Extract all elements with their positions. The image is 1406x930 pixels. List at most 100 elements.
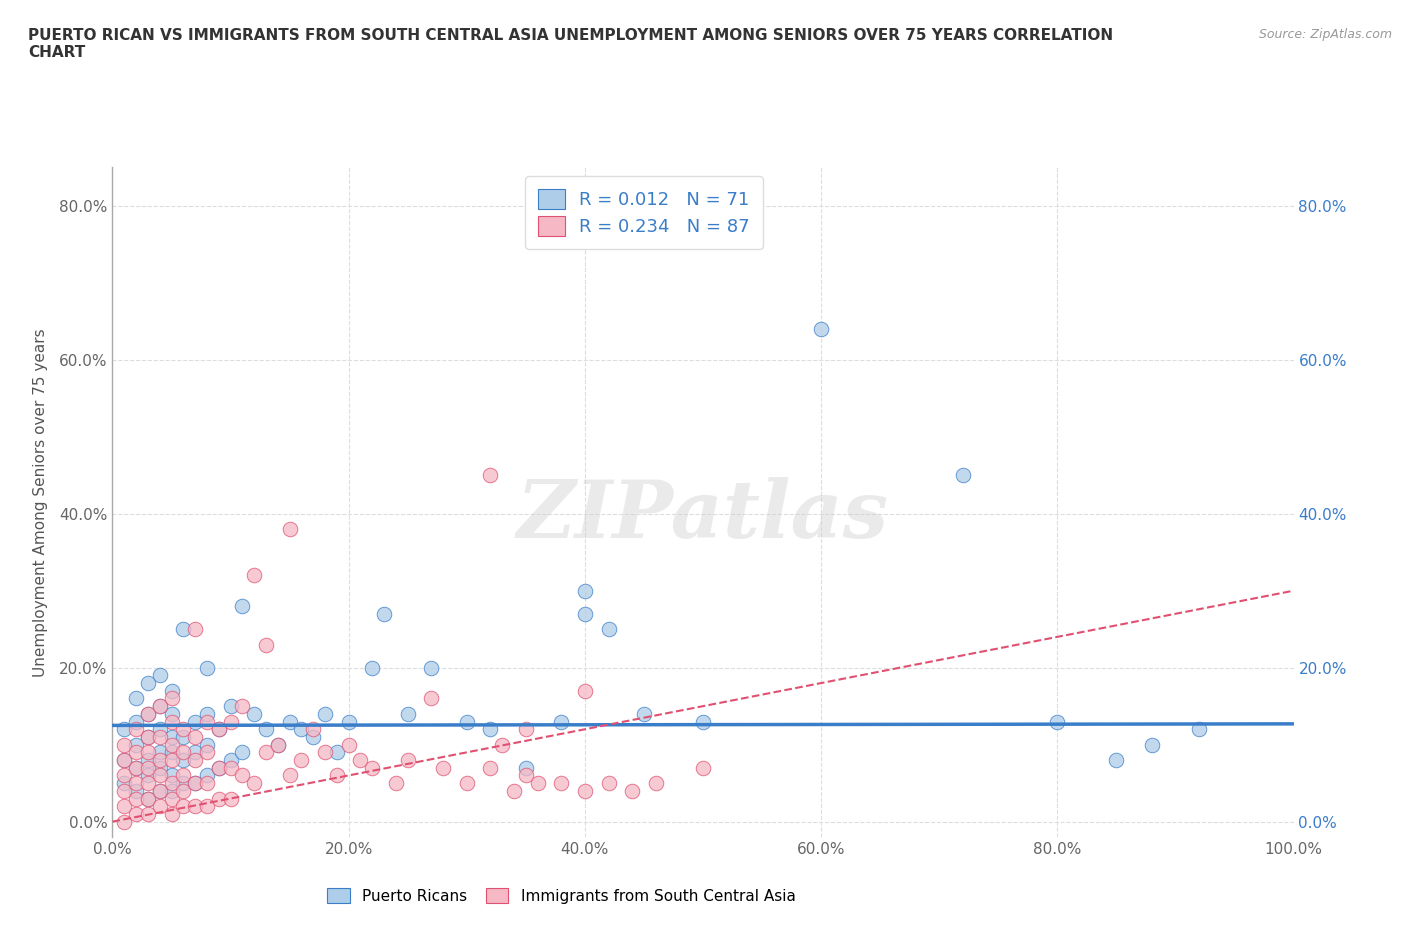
Point [112, 768, 135, 783]
Point [112, 783, 135, 798]
Point [396, 707, 419, 722]
Point [184, 729, 207, 744]
Point [112, 799, 135, 814]
Point [136, 675, 159, 690]
Y-axis label: Unemployment Among Seniors over 75 years: Unemployment Among Seniors over 75 years [32, 328, 48, 676]
Point [243, 707, 266, 722]
Point [125, 806, 148, 821]
Point [160, 684, 183, 698]
Point [361, 660, 384, 675]
Point [810, 322, 832, 337]
Point [160, 707, 183, 722]
Point [337, 737, 360, 752]
Point [337, 714, 360, 729]
Point [373, 606, 395, 621]
Point [149, 729, 172, 744]
Point [160, 745, 183, 760]
Point [125, 761, 148, 776]
Point [598, 622, 620, 637]
Point [574, 783, 596, 798]
Point [160, 776, 183, 790]
Point [172, 729, 194, 744]
Point [136, 752, 159, 767]
Point [349, 752, 371, 767]
Point [361, 761, 384, 776]
Point [149, 752, 172, 767]
Point [136, 791, 159, 806]
Point [621, 783, 644, 798]
Point [243, 568, 266, 583]
Point [243, 776, 266, 790]
Point [219, 714, 242, 729]
Point [136, 707, 159, 722]
Point [136, 707, 159, 722]
Point [692, 714, 714, 729]
Point [598, 776, 620, 790]
Point [149, 783, 172, 798]
Point [231, 768, 253, 783]
Point [1046, 714, 1069, 729]
Point [184, 799, 207, 814]
Point [195, 714, 218, 729]
Point [195, 660, 218, 675]
Point [326, 745, 349, 760]
Point [172, 745, 194, 760]
Point [385, 776, 408, 790]
Point [172, 768, 194, 783]
Point [515, 761, 537, 776]
Point [208, 722, 231, 737]
Point [149, 745, 172, 760]
Point [125, 783, 148, 798]
Point [112, 737, 135, 752]
Point [112, 814, 135, 829]
Point [574, 606, 596, 621]
Point [125, 761, 148, 776]
Point [184, 776, 207, 790]
Legend: Puerto Ricans, Immigrants from South Central Asia: Puerto Ricans, Immigrants from South Cen… [321, 882, 801, 910]
Point [136, 761, 159, 776]
Point [219, 761, 242, 776]
Point [278, 522, 301, 537]
Point [172, 752, 194, 767]
Point [136, 791, 159, 806]
Point [195, 745, 218, 760]
Point [314, 745, 336, 760]
Point [172, 722, 194, 737]
Point [1188, 722, 1211, 737]
Point [420, 691, 443, 706]
Point [1140, 737, 1163, 752]
Point [160, 806, 183, 821]
Point [314, 707, 336, 722]
Point [503, 783, 526, 798]
Point [526, 776, 548, 790]
Point [396, 752, 419, 767]
Point [302, 729, 325, 744]
Point [160, 752, 183, 767]
Point [172, 622, 194, 637]
Point [149, 799, 172, 814]
Point [125, 722, 148, 737]
Point [254, 722, 277, 737]
Point [172, 783, 194, 798]
Point [160, 691, 183, 706]
Point [479, 761, 502, 776]
Point [149, 698, 172, 713]
Point [432, 761, 454, 776]
Point [160, 791, 183, 806]
Point [633, 707, 655, 722]
Point [160, 768, 183, 783]
Text: ZIPatlas: ZIPatlas [517, 477, 889, 554]
Point [184, 776, 207, 790]
Point [149, 722, 172, 737]
Point [550, 776, 572, 790]
Point [219, 791, 242, 806]
Point [184, 752, 207, 767]
Point [195, 776, 218, 790]
Point [149, 668, 172, 683]
Point [136, 729, 159, 744]
Point [644, 776, 666, 790]
Point [195, 707, 218, 722]
Point [125, 737, 148, 752]
Point [456, 714, 478, 729]
Point [136, 768, 159, 783]
